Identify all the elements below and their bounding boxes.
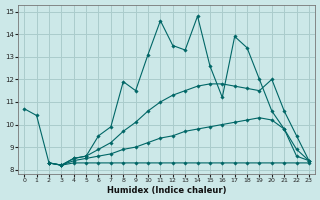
X-axis label: Humidex (Indice chaleur): Humidex (Indice chaleur): [107, 186, 226, 195]
